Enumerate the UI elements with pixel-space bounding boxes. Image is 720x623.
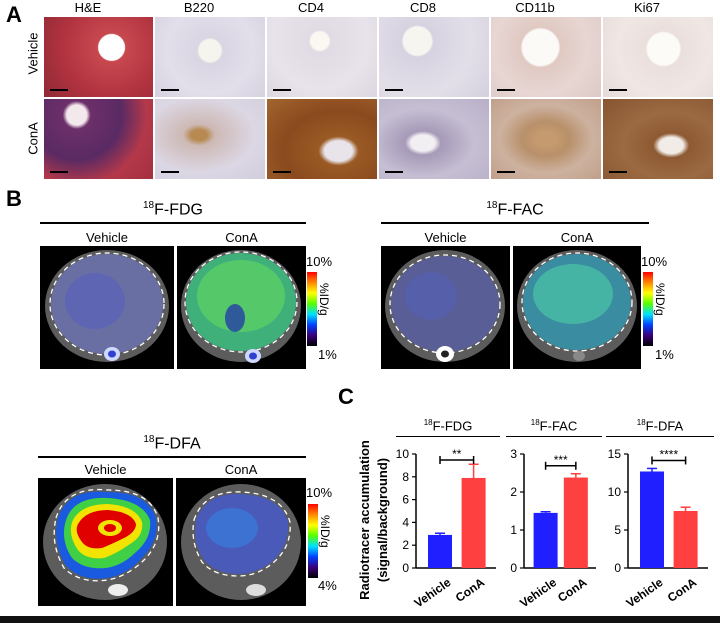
col-label-b220: B220 bbox=[183, 0, 215, 15]
chart-2-ytick-label-1: 5 bbox=[614, 523, 621, 537]
pet-title-fac: 18F-FAC bbox=[486, 200, 544, 219]
pet-title-fdg: 18F-FDG bbox=[143, 200, 203, 219]
colorbar-fac bbox=[643, 272, 653, 346]
chart-title-fac: 18F-FAC bbox=[530, 418, 578, 434]
chart-1-significance: *** bbox=[554, 453, 568, 467]
pet-label-dfa-cona: ConA bbox=[224, 462, 258, 477]
colorbar-fac-top: 10% bbox=[641, 254, 668, 269]
colorbar-fdg-top: 10% bbox=[306, 254, 333, 269]
pet-image-fdg-cona bbox=[177, 246, 306, 369]
colorbar-fac-bottom: 1% bbox=[655, 347, 674, 362]
colorbar-fdg bbox=[307, 272, 317, 346]
chart-0-ytick-label-5: 10 bbox=[396, 447, 410, 461]
row-label-vehicle: Vehicle bbox=[25, 32, 41, 75]
pet-label-dfa-vehicle: Vehicle bbox=[84, 462, 127, 477]
tile-cona-ki67 bbox=[602, 98, 714, 180]
chart-2-bar-0 bbox=[640, 471, 664, 568]
col-label-cd11b: CD11b bbox=[515, 0, 555, 15]
tile-vehicle-b220 bbox=[154, 16, 266, 98]
chart-title-dfa: 18F-DFA bbox=[636, 418, 684, 434]
chart-2-ytick-label-0: 0 bbox=[614, 561, 621, 575]
pet-label-fdg-vehicle: Vehicle bbox=[86, 230, 128, 245]
chart-rule-dfa bbox=[606, 436, 714, 437]
chart-0-ytick-label-4: 8 bbox=[402, 470, 409, 484]
colorbar-dfa-top: 10% bbox=[306, 485, 333, 500]
pet-rule-dfa bbox=[38, 456, 306, 458]
chart-1-bar-0 bbox=[533, 512, 558, 568]
tile-cona-cd11b bbox=[490, 98, 602, 180]
chart-2-bar-1 bbox=[673, 511, 698, 568]
pet-title-dfa: 18F-DFA bbox=[143, 434, 201, 453]
pet-image-dfa-vehicle bbox=[38, 478, 173, 606]
tile-cona-cd4 bbox=[266, 98, 378, 180]
chart-2-category-label-0: Vehicle bbox=[624, 575, 666, 610]
panel-label-c: C bbox=[338, 384, 354, 409]
pet-label-fac-vehicle: Vehicle bbox=[424, 230, 467, 245]
chart-2-ytick-label-3: 15 bbox=[608, 447, 622, 461]
panel-label-a: A bbox=[6, 2, 22, 27]
chart-1-category-label-1: ConA bbox=[555, 575, 590, 605]
pet-rule-fac bbox=[381, 222, 649, 224]
chart-1-ytick-label-3: 3 bbox=[510, 447, 517, 461]
chart-rule-fac bbox=[506, 436, 602, 437]
tile-vehicle-ki67 bbox=[602, 16, 714, 98]
chart-1-ytick-label-1: 1 bbox=[510, 523, 517, 537]
pet-rule-fdg bbox=[40, 222, 306, 224]
row-label-cona: ConA bbox=[25, 122, 41, 155]
chart-2-significance: **** bbox=[659, 447, 678, 461]
tile-cona-cd8 bbox=[378, 98, 490, 180]
chart-0-ytick-label-0: 0 bbox=[402, 561, 409, 575]
chart-0-ytick-label-3: 6 bbox=[402, 493, 409, 507]
chart-1-ytick-label-2: 2 bbox=[510, 485, 517, 499]
chart-0-ytick-label-1: 2 bbox=[402, 538, 409, 552]
chart-0-significance: ** bbox=[452, 447, 462, 461]
pet-label-fac-cona: ConA bbox=[560, 230, 594, 245]
colorbar-dfa bbox=[308, 504, 318, 578]
colorbar-fdg-unit: %ID/g bbox=[317, 283, 331, 316]
col-label-cd8: CD8 bbox=[409, 0, 436, 15]
col-label-ki67: Ki67 bbox=[633, 0, 661, 15]
pet-image-fdg-vehicle bbox=[40, 246, 174, 369]
bottom-border bbox=[0, 616, 720, 623]
chart-0-ytick-label-2: 4 bbox=[402, 515, 409, 529]
pet-image-dfa-cona bbox=[176, 478, 306, 606]
chart-title-fdg: 18F-FDG bbox=[423, 418, 473, 434]
chart-0-category-label-0: Vehicle bbox=[412, 575, 454, 610]
panel-label-b: B bbox=[6, 186, 22, 211]
chart-0-bar-1 bbox=[461, 477, 486, 568]
chart-1-ytick-label-0: 0 bbox=[510, 561, 517, 575]
pet-image-fac-cona bbox=[513, 246, 641, 369]
tile-vehicle-he bbox=[43, 16, 154, 98]
colorbar-fdg-bottom: 1% bbox=[318, 347, 337, 362]
col-label-he: H&E bbox=[74, 0, 102, 15]
chart-1-bar-1 bbox=[563, 477, 588, 568]
pet-label-fdg-cona: ConA bbox=[225, 230, 258, 245]
tile-vehicle-cd4 bbox=[266, 16, 378, 98]
chart-rule-fdg bbox=[396, 436, 500, 437]
chart-1-category-label-0: Vehicle bbox=[517, 575, 559, 610]
tile-cona-he bbox=[43, 98, 154, 180]
tile-cona-b220 bbox=[154, 98, 266, 180]
tile-vehicle-cd8 bbox=[378, 16, 490, 98]
chart-0-bar-0 bbox=[428, 534, 452, 568]
colorbar-dfa-bottom: 4% bbox=[318, 578, 337, 593]
col-label-cd4: CD4 bbox=[297, 0, 324, 15]
pet-image-fac-vehicle bbox=[381, 246, 510, 369]
tile-vehicle-cd11b bbox=[490, 16, 602, 98]
chart-2-ytick-label-2: 10 bbox=[608, 485, 622, 499]
colorbar-fac-unit: %ID/g bbox=[653, 283, 667, 316]
chart-0-category-label-1: ConA bbox=[453, 575, 488, 605]
chart-2-category-label-1: ConA bbox=[665, 575, 700, 605]
